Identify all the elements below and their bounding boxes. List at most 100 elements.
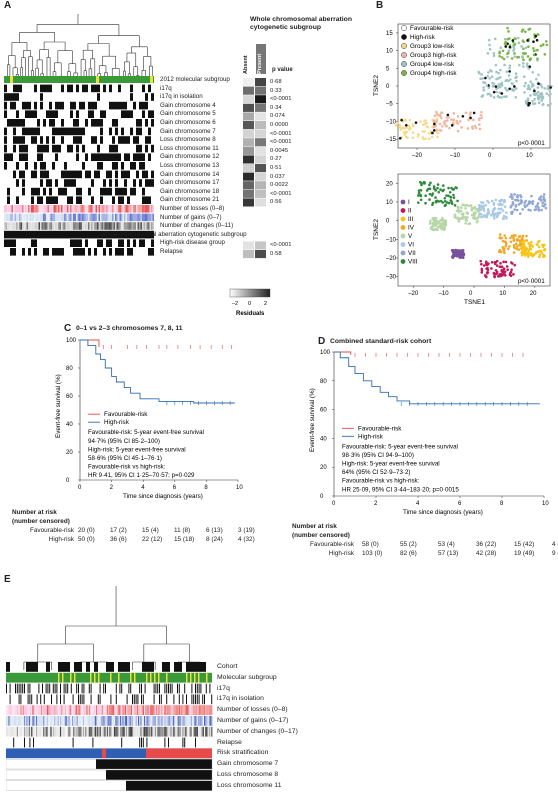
panel-d-letter: D [318, 336, 326, 347]
p-value: 0·68 [270, 79, 282, 85]
tick-label: 80 [320, 379, 327, 385]
tick-label: –10 [386, 237, 397, 243]
tick-label: –30 [386, 275, 397, 281]
risk-value: 103 (0) [362, 550, 383, 557]
panel-c-title: 0–1 vs 2–3 chromosomes 7, 8, 11 [76, 325, 183, 332]
tick-label: –10 [439, 291, 450, 297]
tick-label: 4 [416, 501, 420, 507]
legend-marker [400, 233, 406, 239]
row-label: Gain chromosome 5 [160, 110, 216, 118]
risk-header: Number at risk [12, 509, 57, 516]
km-annotation: HR 9·41, 95% CI 1·25–70·57; p=0·029 [88, 472, 195, 479]
legend-tick: –2 [232, 301, 238, 307]
tick-label: –15 [386, 137, 397, 143]
legend-label: Group4 high-risk [410, 70, 457, 77]
panel-e-row-label: i17q [217, 684, 230, 692]
tick-label: 0 [386, 219, 390, 225]
axis-label: Time since diagnosis (years) [403, 509, 483, 516]
panel-e-letter: E [4, 574, 11, 585]
tick-label: 15 [386, 31, 393, 37]
risk-value: 50 (0) [78, 536, 95, 543]
tick-label: 0 [332, 501, 336, 507]
tick-label: –10 [386, 119, 397, 125]
panel-e-row-label: Number of changes (0–17) [217, 727, 298, 735]
tsne-top-plot: –20 –10 0 10 15 10 5 0 –5 –10 –15 TSNE2 Favourable-r… [373, 23, 553, 159]
panel-e-row-label: Number of losses (0–8) [217, 706, 288, 714]
risk-value: 3 (19) [238, 527, 255, 534]
legend-label: VI [408, 242, 414, 249]
p-value: 0·51 [270, 165, 282, 171]
tick-label: 4 [141, 485, 145, 491]
risk-row-label: Favourable-risk [309, 541, 354, 548]
tick-label: –20 [386, 256, 397, 262]
km-annotation: 98·3% (95% CI 94·9–100) [342, 452, 414, 459]
legend-label: VII [408, 250, 416, 257]
legend-label: Favourable-risk [410, 25, 454, 32]
legend-marker [400, 208, 406, 213]
tick-label: 2 [374, 501, 378, 507]
legend-label: IV [408, 225, 415, 232]
risk-header: (number censored) [292, 532, 350, 539]
tsne-bottom-plot: –20 –10 0 10 2020100–10–20–30TSNE2TSNE1IIIII… [373, 173, 551, 306]
legend-label: Favourable-risk [104, 411, 148, 418]
tick-label: 10 [499, 291, 506, 297]
row-label: Gain chromosome 6 [160, 119, 216, 126]
pvalue-header: p value [272, 67, 293, 73]
legend-label: High-risk [104, 419, 130, 426]
risk-value: 82 (6) [400, 550, 417, 557]
legend-marker [400, 250, 406, 256]
panel-e-row-label: Risk stratification [217, 749, 269, 757]
p-value: 0·58 [270, 251, 282, 257]
p-value: 0·0022 [270, 182, 289, 189]
tick-label: 100 [320, 350, 331, 356]
panel-e-row-label: Number of gains (0–17) [217, 717, 289, 724]
risk-value: 57 (13) [438, 550, 459, 557]
row-label: Loss chromosome 8 [160, 136, 216, 144]
tick-label: 0 [469, 291, 473, 297]
legend-label: III [408, 216, 413, 223]
p-value: 0·0045 [270, 147, 289, 154]
tick-label: 20 [530, 291, 537, 297]
legend-marker [400, 242, 406, 247]
risk-value: 4 (57) [552, 541, 558, 548]
row-label: 2012 molecular subgroup [160, 76, 230, 83]
tick-label: 6 [458, 501, 462, 507]
row-label: Gain chromosome 12 [160, 153, 220, 161]
residuals-legend: –2 0 2 Residuals [229, 288, 271, 317]
row-label: Loss chromosome 13 [160, 162, 220, 169]
tick-label: 0 [386, 84, 390, 90]
tick-label: –20 [408, 291, 419, 297]
row-label: Gain chromosome 4 [160, 101, 216, 109]
p-value: 0·037 [270, 173, 285, 180]
axis-label: TSNE2 [373, 75, 380, 96]
tick-label: 80 [66, 366, 73, 372]
tick-label: –5 [386, 102, 393, 108]
tick-label: 10 [386, 200, 393, 206]
row-label: Gain chromosome 14 [160, 170, 220, 178]
row-label: Gain chromosome 21 [160, 196, 220, 204]
panel-e-row-label: Relapse [217, 738, 242, 746]
row-label: Gain chromosome 7 [160, 127, 216, 135]
row-label: Number of losses (0–8) [160, 205, 225, 212]
panel-b-letter: B [376, 0, 384, 11]
legend-label: Group4 low-risk [410, 61, 455, 68]
p-value: 0·27 [270, 156, 282, 163]
risk-value: 53 (4) [438, 541, 455, 548]
p-value: 0·33 [270, 87, 282, 94]
high-risk-curve [80, 339, 235, 404]
km-annotation: Favourable-risk vs high-risk: [342, 478, 420, 485]
risk-value: 15 (42) [514, 541, 535, 548]
tick-label: 20 [320, 465, 327, 471]
axis-label: TSNE1 [464, 299, 485, 306]
tick-label: 10 [542, 501, 549, 507]
col-absent-header: Absent [243, 55, 249, 74]
panel-a-heatmap [4, 76, 154, 256]
tick-label: 5 [386, 66, 390, 72]
legend-marker [401, 52, 407, 58]
km-annotation: HR 25·09, 95% CI 3·44–183·20; p=0·0015 [342, 486, 459, 493]
legend-label: II [408, 208, 412, 215]
km-annotation: 94·7% (95% CI 85·2–100) [88, 438, 160, 445]
p-value: <0·0001 [270, 242, 292, 249]
axis-label: TSNE2 [373, 219, 380, 240]
risk-value: 15 (18) [174, 536, 195, 543]
